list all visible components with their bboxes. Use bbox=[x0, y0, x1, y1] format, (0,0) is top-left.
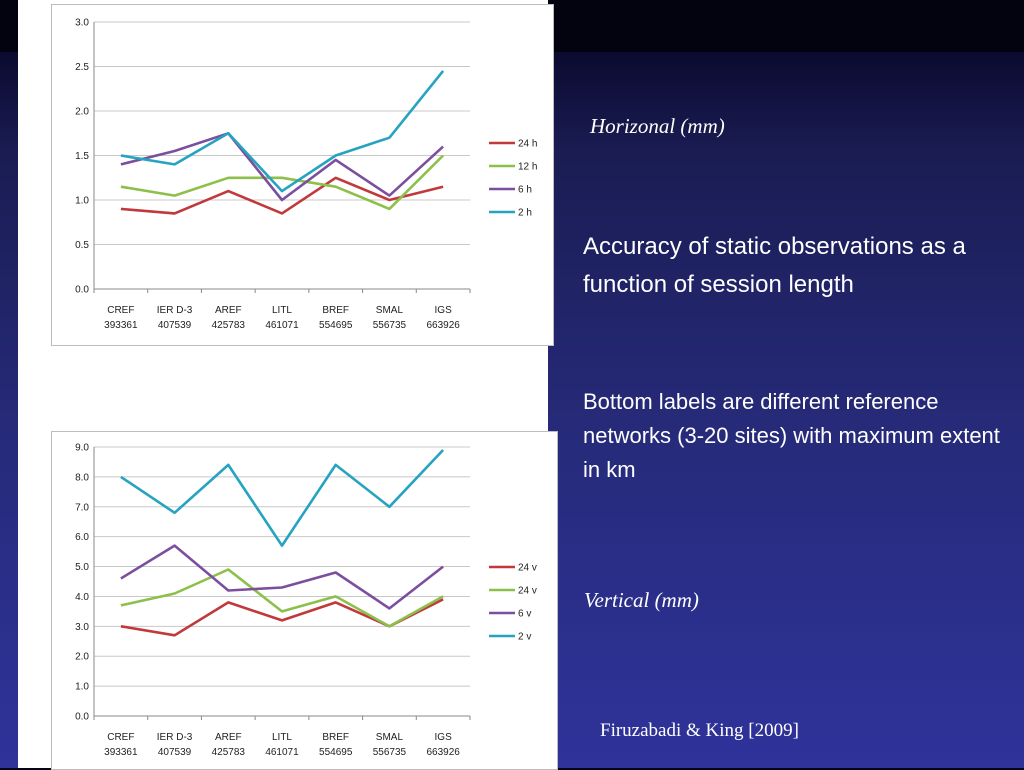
legend-label: 6 h bbox=[518, 185, 532, 196]
x-tick-label: 425783 bbox=[212, 320, 246, 331]
vertical-chart-svg: 0.0 1.0 2.0 3.0 4.0 5.0 6.0 7.0 8.0 9.0 CREF 393361… bbox=[75, 443, 537, 759]
y-tick-label: 0.0 bbox=[75, 285, 89, 296]
x-tick-label: 554695 bbox=[319, 320, 353, 331]
legend-label: 6 v bbox=[518, 609, 531, 620]
x-tick-label: CREF bbox=[107, 305, 134, 316]
vertical-accuracy-chart: 0.0 1.0 2.0 3.0 4.0 5.0 6.0 7.0 8.0 9.0 CREF 393361… bbox=[51, 431, 558, 770]
y-tick-label: 1.5 bbox=[75, 151, 89, 162]
y-tick-label: 1.0 bbox=[75, 196, 89, 207]
series-line bbox=[120, 70, 445, 193]
legend-label: 12 h bbox=[518, 162, 537, 173]
x-tick-label: SMAL bbox=[376, 305, 404, 316]
legend-label: 24 v bbox=[518, 563, 537, 574]
x-tick-label: 663926 bbox=[426, 320, 460, 331]
x-tick-label: IGS bbox=[435, 305, 453, 316]
x-tick-label: SMAL bbox=[376, 732, 404, 743]
x-tick-label: LITL bbox=[272, 305, 292, 316]
y-tick-label: 4.0 bbox=[75, 592, 89, 603]
y-tick-label: 7.0 bbox=[75, 502, 89, 513]
citation: Firuzabadi & King [2009] bbox=[600, 720, 799, 741]
x-tick-label: 556735 bbox=[373, 747, 407, 758]
x-tick-label: BREF bbox=[322, 732, 349, 743]
x-tick-label: 393361 bbox=[104, 320, 138, 331]
x-tick-label: BREF bbox=[322, 305, 349, 316]
series-line bbox=[120, 449, 445, 547]
y-tick-label: 3.0 bbox=[75, 18, 89, 29]
y-tick-label: 0.5 bbox=[75, 240, 89, 251]
y-tick-label: 5.0 bbox=[75, 562, 89, 573]
x-tick-label: AREF bbox=[215, 305, 242, 316]
x-tick-label: AREF bbox=[215, 732, 242, 743]
horizontal-accuracy-chart: 0.0 0.5 1.0 1.5 2.0 2.5 3.0 CREF 393361 IER D-3 40… bbox=[51, 4, 554, 346]
series-line bbox=[120, 176, 444, 215]
legend-label: 2 h bbox=[518, 208, 532, 219]
x-tick-label: 556735 bbox=[373, 320, 407, 331]
y-tick-label: 2.5 bbox=[75, 62, 89, 73]
x-tick-label: 554695 bbox=[319, 747, 353, 758]
x-tick-label: 425783 bbox=[212, 747, 246, 758]
y-tick-label: 3.0 bbox=[75, 622, 89, 633]
x-tick-label: 461071 bbox=[265, 747, 299, 758]
legend-label: 2 v bbox=[518, 632, 531, 643]
x-tick-label: 663926 bbox=[426, 747, 460, 758]
y-tick-label: 2.0 bbox=[75, 107, 89, 118]
y-tick-label: 9.0 bbox=[75, 443, 89, 454]
series-line bbox=[120, 544, 444, 610]
labels-note: Bottom labels are different reference ne… bbox=[583, 389, 1000, 482]
series-line bbox=[120, 132, 444, 202]
vertical-title: Vertical (mm) bbox=[584, 588, 699, 612]
horizontal-title: Horizonal (mm) bbox=[590, 114, 725, 138]
x-tick-label: 461071 bbox=[265, 320, 299, 331]
x-tick-label: 393361 bbox=[104, 747, 138, 758]
series-line bbox=[120, 154, 445, 211]
horizontal-chart-svg: 0.0 0.5 1.0 1.5 2.0 2.5 3.0 CREF 393361 IER D-3 40… bbox=[75, 18, 537, 332]
series-line bbox=[120, 568, 444, 628]
charts-panel: 0.0 0.5 1.0 1.5 2.0 2.5 3.0 CREF 393361 IER D-3 40… bbox=[18, 0, 558, 770]
x-tick-label: IER D-3 bbox=[157, 305, 193, 316]
legend-label: 24 v bbox=[518, 586, 537, 597]
y-tick-label: 2.0 bbox=[75, 652, 89, 663]
y-tick-label: 0.0 bbox=[75, 712, 89, 723]
x-tick-label: IER D-3 bbox=[157, 732, 193, 743]
x-tick-label: IGS bbox=[435, 732, 453, 743]
y-tick-label: 1.0 bbox=[75, 682, 89, 693]
legend-label: 24 h bbox=[518, 139, 537, 150]
y-tick-label: 6.0 bbox=[75, 532, 89, 543]
slide-description: Accuracy of static observations as a fun… bbox=[583, 233, 966, 298]
x-tick-label: CREF bbox=[107, 732, 134, 743]
x-tick-label: LITL bbox=[272, 732, 292, 743]
x-tick-label: 407539 bbox=[158, 320, 192, 331]
y-tick-label: 8.0 bbox=[75, 472, 89, 483]
x-tick-label: 407539 bbox=[158, 747, 192, 758]
